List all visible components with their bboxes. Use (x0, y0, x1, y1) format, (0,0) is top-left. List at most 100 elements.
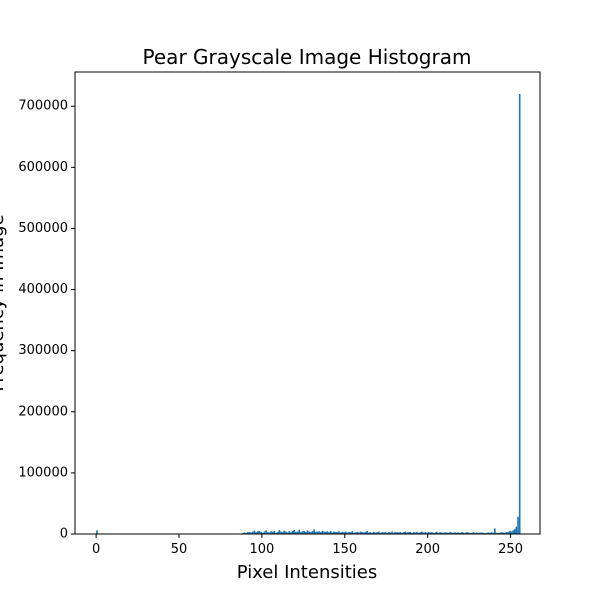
bar (391, 531, 393, 534)
bar (498, 532, 501, 534)
bar (419, 532, 422, 534)
bar (303, 530, 306, 534)
bar (469, 532, 471, 534)
bar (285, 531, 287, 534)
bar (445, 532, 448, 534)
bar (336, 532, 339, 534)
bar (293, 530, 296, 534)
bar (372, 531, 375, 534)
bar (245, 532, 247, 534)
bar (275, 532, 277, 534)
bar (351, 531, 354, 534)
bar (255, 532, 257, 534)
bar (270, 531, 272, 534)
bar (386, 532, 388, 534)
bar (507, 532, 509, 534)
bar (454, 532, 456, 534)
bar (283, 530, 286, 534)
y-tick-label: 500000 (18, 221, 68, 236)
bar (366, 530, 369, 534)
bar (409, 531, 412, 534)
bar (379, 532, 382, 534)
bar (356, 531, 359, 534)
bar (344, 531, 347, 534)
bar (487, 532, 490, 534)
bar (341, 531, 344, 534)
bar (402, 532, 405, 534)
bar (412, 532, 415, 534)
bar (288, 531, 291, 534)
bar (404, 531, 407, 534)
bar (363, 532, 365, 534)
bar (389, 532, 392, 534)
bar (296, 531, 299, 534)
bar (368, 532, 370, 534)
bar (260, 531, 262, 534)
bar (431, 532, 433, 534)
y-tick-label: 100000 (18, 465, 68, 480)
bar (435, 531, 438, 534)
bar (261, 532, 264, 534)
x-tick-label: 250 (498, 542, 523, 557)
x-tick-label: 200 (415, 542, 440, 557)
bar (455, 532, 458, 534)
bar (306, 530, 309, 534)
bar (280, 531, 282, 534)
bar (281, 532, 284, 534)
bar (323, 531, 325, 534)
bar (321, 530, 324, 534)
bar (246, 532, 249, 534)
bar (300, 532, 302, 534)
bar (447, 532, 450, 534)
bar (305, 531, 307, 534)
bar (406, 532, 408, 534)
bar (331, 532, 334, 534)
bar (361, 532, 364, 534)
bar (512, 530, 514, 534)
y-tick-label: 300000 (18, 343, 68, 358)
bar (437, 532, 440, 534)
bar (387, 532, 390, 534)
bar (250, 532, 252, 534)
bar (353, 532, 355, 534)
x-axis-label: Pixel Intensities (237, 562, 378, 583)
bar (457, 532, 460, 534)
bar (392, 532, 395, 534)
bar (271, 531, 274, 534)
bar (265, 530, 267, 534)
bar (508, 530, 511, 534)
bar (248, 531, 251, 534)
bar (268, 532, 271, 534)
bar (308, 531, 310, 534)
bar (421, 531, 423, 534)
bar (479, 532, 481, 534)
bar (334, 531, 337, 534)
bar (482, 532, 485, 534)
bar (346, 532, 349, 534)
bar (452, 532, 455, 534)
bar (407, 532, 410, 534)
y-axis-label: Frequency in Image (0, 214, 8, 391)
bar (329, 530, 332, 534)
bar (422, 532, 425, 534)
bar (311, 530, 314, 534)
bar (440, 532, 443, 534)
bar (253, 530, 256, 534)
bar (326, 531, 329, 534)
bar (464, 532, 466, 534)
bar (276, 532, 279, 534)
bar (396, 532, 398, 534)
y-tick-label: 400000 (18, 282, 68, 297)
bar (328, 532, 330, 534)
bar (480, 532, 483, 534)
bar (338, 531, 340, 534)
bar (348, 531, 350, 534)
bar (510, 531, 513, 534)
bar (273, 530, 276, 534)
bar (319, 532, 322, 534)
bar (374, 532, 377, 534)
bar (376, 532, 378, 534)
bar (286, 532, 289, 534)
bar (96, 530, 98, 534)
bar (411, 532, 413, 534)
